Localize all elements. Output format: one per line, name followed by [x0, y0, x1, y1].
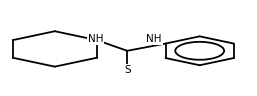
- Text: NH: NH: [146, 34, 162, 44]
- Text: S: S: [124, 65, 131, 75]
- Text: NH: NH: [88, 34, 103, 44]
